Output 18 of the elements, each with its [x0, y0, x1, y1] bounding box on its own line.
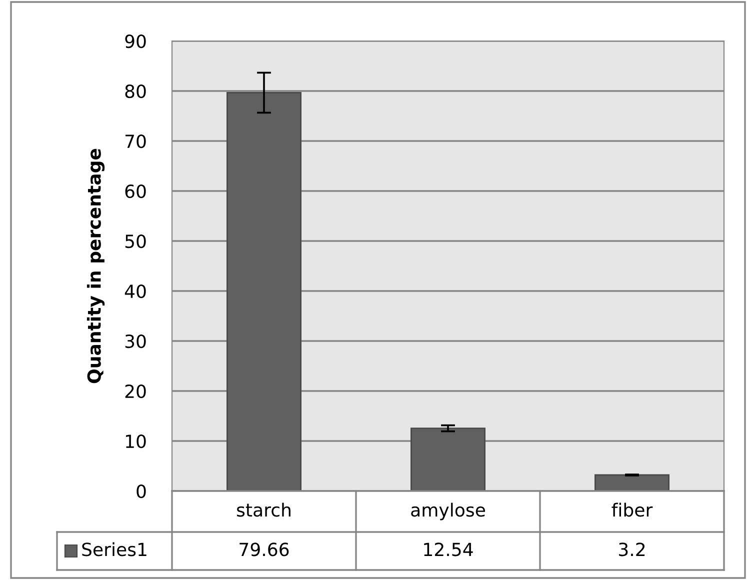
y-tick-label: 30 [125, 334, 146, 348]
x-tick-label: starch [237, 502, 290, 517]
x-tick-label: amylose [411, 502, 485, 520]
data-label: 3.2 [619, 542, 645, 556]
y-tick-label: 70 [126, 134, 146, 148]
legend-label: Series1 [82, 542, 146, 556]
x-tick-label: fiber [612, 502, 653, 517]
y-tick-label: 80 [125, 84, 146, 98]
y-tick-label: 10 [126, 434, 146, 448]
y-tick-label: 40 [124, 284, 146, 298]
y-tick-label: 90 [125, 34, 146, 48]
data-label: 79.66 [240, 542, 289, 556]
y-tick-label: 50 [125, 234, 146, 248]
y-tick-label: 60 [125, 184, 146, 198]
y-tick-label: 0 [136, 484, 146, 498]
y-axis-title: Quantity in percentage [86, 148, 105, 384]
data-label: 12.54 [424, 542, 473, 556]
y-tick-label: 20 [125, 384, 146, 398]
